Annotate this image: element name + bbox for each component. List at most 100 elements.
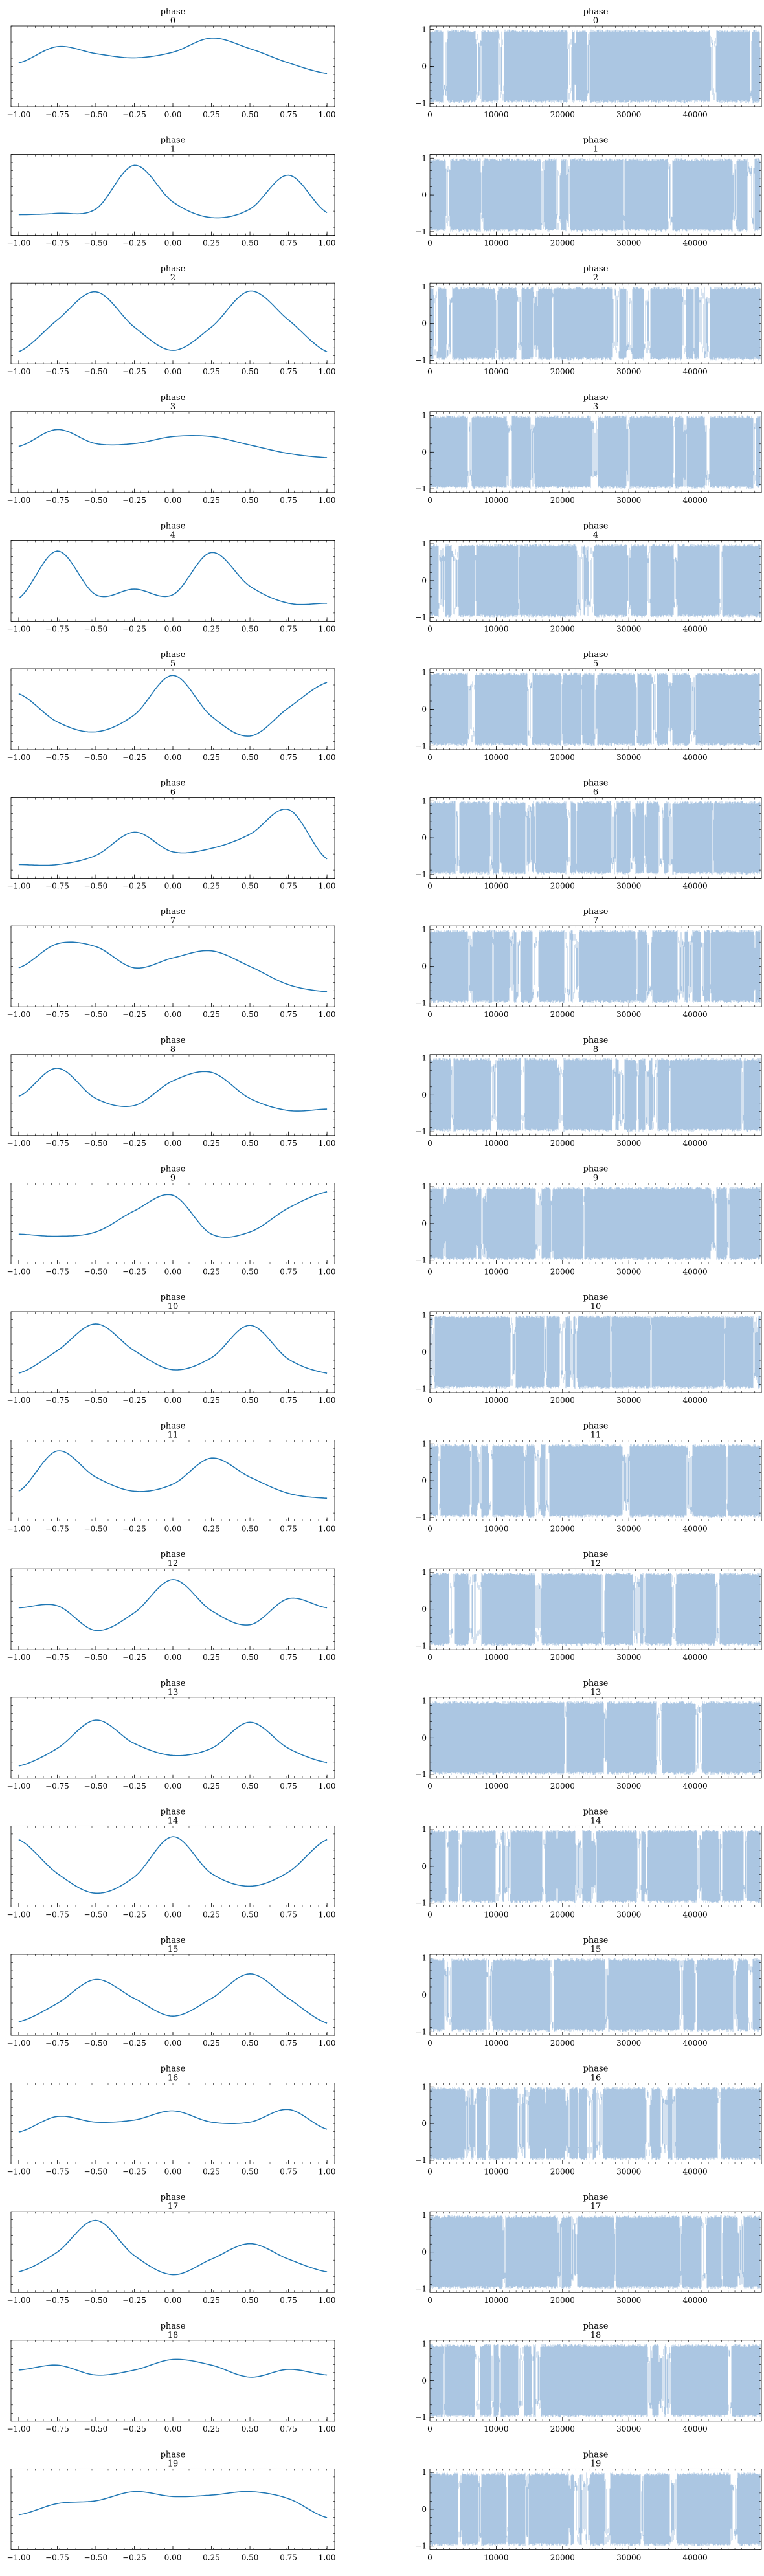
density-xtick-label: −0.25 [122, 2039, 146, 2048]
trace-ytick-label: 0 [421, 2119, 427, 2128]
density-line-phase-11 [18, 1450, 328, 1499]
trace-xtick-label: 20000 [550, 110, 575, 119]
trace-ytick-label: −1 [415, 1642, 427, 1651]
density-title-label: phase [161, 1550, 186, 1560]
trace-xtick-label: 30000 [616, 1010, 641, 1019]
trace-xtick-label: 30000 [616, 496, 641, 505]
trace-title-label: phase [583, 521, 609, 531]
trace-xtick-label: 20000 [550, 496, 575, 505]
density-xtick-label: 0.75 [280, 239, 297, 248]
density-xtick-label: −0.25 [122, 1782, 146, 1791]
density-xtick-label: 0.50 [242, 1910, 259, 1919]
density-xtick-label: −0.50 [84, 1910, 108, 1919]
density-title-index: 14 [168, 1816, 179, 1826]
density-frame [10, 2340, 335, 2422]
density-xtick-label: −0.75 [45, 110, 69, 119]
trace-title-index: 10 [590, 1302, 601, 1312]
density-title-label: phase [161, 1422, 186, 1431]
density-xtick-label: 0.50 [242, 239, 259, 248]
density-xtick-label: −1.00 [7, 2553, 31, 2562]
trace-xtick-label: 20000 [550, 1396, 575, 1405]
density-title-index: 5 [170, 659, 175, 669]
trace-xtick-label: 10000 [484, 2167, 508, 2177]
density-xtick-label: −0.25 [122, 1267, 146, 1276]
density-xtick-label: −0.50 [84, 2425, 108, 2434]
density-xtick-label: 0.00 [164, 1396, 182, 1405]
trace-ytick-label: 1 [421, 1182, 427, 1191]
density-title-index: 11 [168, 1431, 179, 1440]
density-line-phase-17 [18, 2219, 328, 2276]
trace-xtick-label: 0 [427, 2553, 433, 2562]
density-title-label: phase [161, 7, 186, 17]
density-xtick-label: −1.00 [7, 1653, 31, 1662]
density-xtick-label: −1.00 [7, 1525, 31, 1534]
density-xtick-label: −0.25 [122, 496, 146, 505]
density-xtick-label: −1.00 [7, 753, 31, 762]
trace-xtick-label: 20000 [550, 239, 575, 248]
trace-title-label: phase [583, 650, 609, 660]
density-xtick-label: 1.00 [319, 1653, 336, 1662]
trace-band-phase-6 [430, 801, 761, 875]
trace-xtick-label: 0 [427, 753, 433, 762]
density-xtick-label: −0.75 [45, 1267, 69, 1276]
density-line-phase-14 [18, 1836, 328, 1894]
trace-xtick-label: 40000 [683, 882, 708, 891]
trace-xtick-label: 10000 [484, 496, 508, 505]
density-xtick-label: 0.25 [203, 1396, 220, 1405]
density-xtick-label: −0.50 [84, 2039, 108, 2048]
density-xtick-label: 0.50 [242, 110, 259, 119]
density-line-phase-5 [18, 675, 328, 737]
density-xtick-label: −0.75 [45, 2425, 69, 2434]
trace-xtick-label: 10000 [484, 1010, 508, 1019]
trace-title-index: 17 [590, 2202, 601, 2212]
density-frame [10, 1825, 335, 1907]
trace-ytick-label: 0 [421, 447, 427, 456]
trace-xtick-label: 40000 [683, 1139, 708, 1148]
density-xtick-label: 0.00 [164, 1267, 182, 1276]
trace-ytick-label: 0 [421, 62, 427, 71]
density-xtick-label: 1.00 [319, 1525, 336, 1534]
density-xtick-label: 0.00 [164, 2296, 182, 2305]
trace-band-phase-1 [430, 158, 761, 232]
trace-xtick-label: 30000 [616, 753, 641, 762]
trace-ytick-label: 1 [421, 2082, 427, 2091]
density-xtick-label: 1.00 [319, 110, 336, 119]
trace-band-phase-4 [430, 544, 761, 618]
trace-band-phase-17 [430, 2215, 761, 2289]
density-title-index: 13 [168, 1688, 179, 1697]
density-xtick-label: −0.25 [122, 624, 146, 633]
density-xtick-label: 0.75 [280, 1396, 297, 1405]
trace-xtick-label: 40000 [683, 2425, 708, 2434]
density-xtick-label: 1.00 [319, 1910, 336, 1919]
density-xtick-label: 1.00 [319, 239, 336, 248]
density-xtick-label: 0.00 [164, 1010, 182, 1019]
trace-ytick-label: 1 [421, 1568, 427, 1577]
trace-ytick-label: 1 [421, 282, 427, 291]
density-frame [10, 1954, 335, 2036]
density-xtick-label: −0.50 [84, 1010, 108, 1019]
trace-xtick-label: 0 [427, 2167, 433, 2177]
density-xtick-label: 0.75 [280, 1267, 297, 1276]
density-xtick-label: 0.00 [164, 2167, 182, 2177]
trace-xtick-label: 30000 [616, 239, 641, 248]
density-xtick-label: 0.00 [164, 1910, 182, 1919]
density-line-phase-16 [18, 2109, 328, 2133]
trace-ytick-label: 1 [421, 153, 427, 162]
density-xtick-label: 0.25 [203, 1910, 220, 1919]
density-xtick-label: −0.50 [84, 1396, 108, 1405]
trace-xtick-label: 30000 [616, 1267, 641, 1276]
density-xtick-label: −0.75 [45, 2039, 69, 2048]
